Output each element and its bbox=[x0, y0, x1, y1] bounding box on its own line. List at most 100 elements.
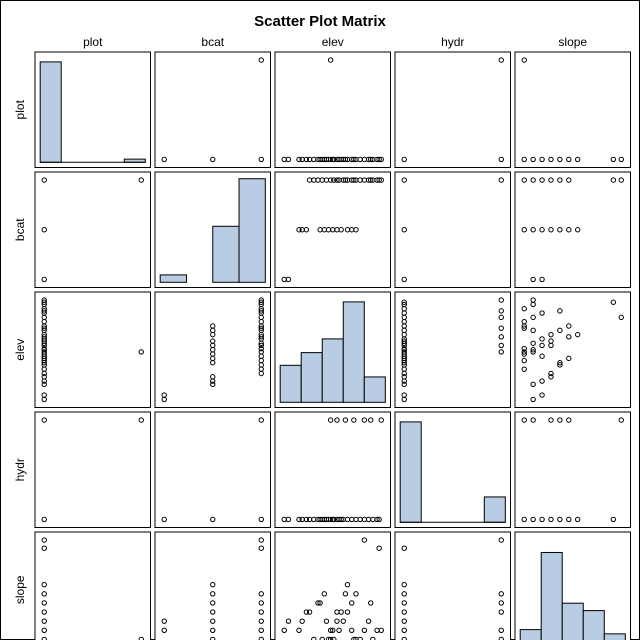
data-point bbox=[548, 331, 554, 338]
data-point bbox=[258, 57, 264, 63]
row-label-elev: elev bbox=[13, 339, 27, 361]
data-point bbox=[41, 338, 47, 344]
cell-elev-vs-slope bbox=[514, 291, 631, 408]
data-point bbox=[566, 177, 572, 183]
data-point bbox=[539, 516, 545, 523]
data-point bbox=[351, 417, 357, 423]
data-point bbox=[498, 349, 504, 355]
data-point bbox=[41, 627, 47, 633]
cell-frame bbox=[514, 51, 631, 168]
cell-plot-vs-elev bbox=[274, 51, 391, 168]
data-point bbox=[210, 381, 216, 387]
data-point bbox=[330, 156, 336, 163]
data-point bbox=[138, 349, 144, 355]
data-point bbox=[548, 227, 554, 233]
data-point bbox=[361, 537, 368, 543]
data-point bbox=[210, 636, 216, 640]
data-point bbox=[41, 227, 47, 233]
cell-frame bbox=[274, 171, 391, 288]
histogram-bar bbox=[540, 551, 563, 640]
data-point bbox=[539, 342, 545, 349]
data-point bbox=[342, 591, 349, 597]
data-point bbox=[210, 516, 216, 523]
cell-plot-vs-bcat bbox=[154, 51, 271, 168]
data-point bbox=[575, 156, 581, 163]
cell-slope-vs-bcat bbox=[154, 531, 271, 640]
data-point bbox=[323, 618, 330, 624]
row-label-bcat: bcat bbox=[13, 218, 27, 241]
cell-elev-vs-elev bbox=[274, 291, 391, 408]
data-point bbox=[376, 516, 382, 523]
data-point bbox=[281, 627, 287, 633]
cell-hydr-vs-plot bbox=[34, 411, 151, 528]
data-point bbox=[331, 177, 337, 183]
data-point bbox=[521, 417, 527, 423]
data-point bbox=[618, 417, 624, 423]
data-point bbox=[376, 545, 382, 551]
data-point bbox=[378, 417, 384, 423]
data-point bbox=[303, 156, 310, 163]
data-point bbox=[566, 355, 572, 362]
data-point bbox=[539, 276, 545, 283]
data-point bbox=[401, 276, 407, 283]
data-point bbox=[327, 156, 334, 163]
data-point bbox=[258, 516, 264, 523]
histogram-bar bbox=[603, 633, 626, 640]
data-point bbox=[210, 609, 216, 615]
data-point bbox=[530, 396, 536, 403]
cell-elev-vs-bcat bbox=[154, 291, 271, 408]
data-point bbox=[334, 618, 340, 624]
data-point bbox=[41, 347, 47, 353]
data-point bbox=[610, 299, 617, 305]
data-point bbox=[530, 381, 536, 387]
data-point bbox=[498, 177, 504, 183]
data-point bbox=[41, 392, 47, 398]
histogram-bar bbox=[300, 352, 323, 403]
data-point bbox=[41, 516, 47, 523]
data-point bbox=[548, 338, 554, 344]
cell-frame bbox=[154, 411, 271, 528]
data-point bbox=[401, 636, 407, 640]
data-point bbox=[327, 636, 334, 640]
cell-frame bbox=[394, 531, 511, 640]
data-point bbox=[521, 156, 527, 163]
data-point bbox=[530, 349, 536, 355]
data-point bbox=[498, 591, 504, 597]
data-point bbox=[258, 537, 264, 543]
data-point bbox=[303, 227, 310, 233]
data-point bbox=[161, 627, 167, 633]
data-point bbox=[368, 417, 374, 423]
data-point bbox=[258, 156, 264, 163]
data-point bbox=[575, 516, 581, 523]
data-point bbox=[575, 331, 581, 338]
row-label-slope: slope bbox=[13, 575, 27, 604]
data-point bbox=[530, 340, 536, 346]
cell-plot-vs-hydr bbox=[394, 51, 511, 168]
cell-frame bbox=[154, 291, 271, 408]
data-point bbox=[548, 370, 554, 377]
data-point bbox=[557, 360, 563, 366]
data-point bbox=[521, 227, 527, 233]
data-point bbox=[351, 177, 357, 183]
data-point bbox=[258, 545, 264, 551]
data-point bbox=[401, 301, 407, 308]
cell-hydr-vs-hydr bbox=[394, 411, 511, 528]
data-point bbox=[258, 299, 264, 305]
data-point bbox=[401, 618, 407, 624]
data-point bbox=[210, 156, 216, 163]
data-point bbox=[210, 323, 216, 329]
cell-frame bbox=[154, 51, 271, 168]
data-point bbox=[539, 336, 545, 342]
data-point bbox=[351, 636, 357, 640]
data-point bbox=[539, 378, 545, 384]
data-point bbox=[370, 636, 376, 640]
data-point bbox=[610, 516, 617, 523]
data-point bbox=[353, 636, 359, 640]
data-point bbox=[539, 156, 545, 163]
column-label-elev: elev bbox=[322, 35, 344, 49]
data-point bbox=[285, 618, 292, 624]
data-point bbox=[401, 381, 407, 387]
cell-bcat-vs-plot bbox=[34, 171, 151, 288]
data-point bbox=[548, 156, 554, 163]
histogram-bar bbox=[483, 496, 506, 523]
